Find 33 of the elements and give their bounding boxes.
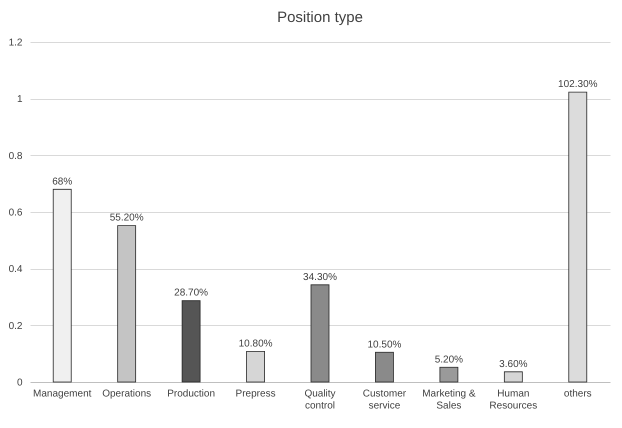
x-tick-label: Prepress bbox=[236, 388, 276, 400]
y-tick-label: 0.2 bbox=[8, 320, 23, 332]
data-label: 102.30% bbox=[558, 79, 598, 90]
data-label: 10.50% bbox=[367, 339, 402, 350]
chart-title: Position type bbox=[277, 9, 363, 26]
data-label: 3.60% bbox=[499, 358, 528, 370]
bar bbox=[504, 371, 523, 382]
data-label: 55.20% bbox=[110, 212, 144, 224]
data-label: 10.80% bbox=[238, 338, 273, 350]
x-tick-label: Quality control bbox=[304, 388, 336, 412]
bar bbox=[439, 366, 458, 382]
y-tick-label: 0.6 bbox=[8, 208, 23, 218]
x-tick-label: Customer service bbox=[362, 388, 407, 412]
y-tick-label: 1.2 bbox=[8, 38, 23, 48]
y-tick-label: 1 bbox=[16, 94, 23, 106]
bar bbox=[310, 284, 330, 382]
data-label: 28.70% bbox=[174, 288, 208, 299]
bar bbox=[52, 188, 72, 382]
bar bbox=[246, 351, 265, 382]
y-tick-label: 0.8 bbox=[8, 150, 23, 162]
data-label: 68% bbox=[52, 176, 72, 188]
bar bbox=[182, 300, 201, 382]
y-tick-label: 0 bbox=[16, 378, 23, 388]
x-tick-label: others bbox=[564, 388, 592, 400]
x-tick-label: Marketing & Sales bbox=[422, 388, 476, 412]
x-tick-label: Production bbox=[167, 388, 216, 400]
x-tick-label: Human Resources bbox=[489, 388, 538, 412]
data-label: 34.30% bbox=[303, 272, 338, 283]
bar bbox=[375, 352, 394, 382]
data-label: 5.20% bbox=[434, 354, 464, 366]
y-tick-label: 0.4 bbox=[8, 264, 23, 276]
x-tick-label: Management bbox=[33, 388, 92, 400]
x-tick-label: Operations bbox=[102, 388, 152, 400]
